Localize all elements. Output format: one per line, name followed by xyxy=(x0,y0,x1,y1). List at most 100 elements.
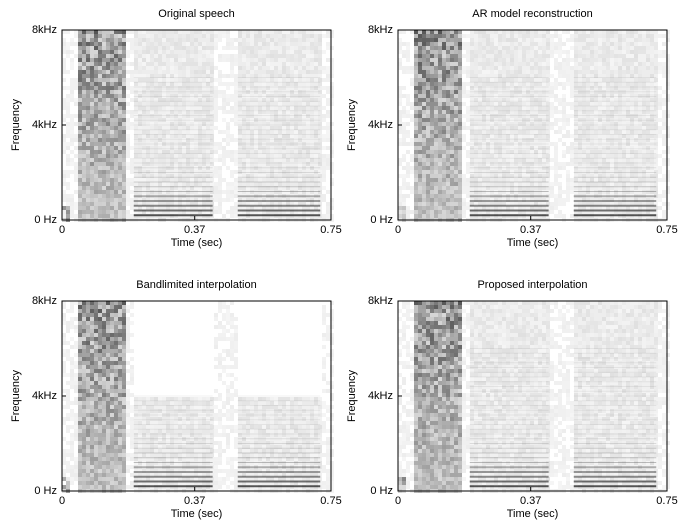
texture xyxy=(558,190,562,194)
texture xyxy=(550,190,554,194)
texture xyxy=(454,98,458,102)
texture xyxy=(510,146,514,150)
texture xyxy=(270,130,274,134)
texture xyxy=(418,214,422,218)
texture xyxy=(446,118,450,122)
texture xyxy=(274,78,278,82)
texture xyxy=(86,54,90,58)
texture xyxy=(506,42,510,46)
texture xyxy=(66,50,70,54)
texture xyxy=(486,66,490,70)
texture xyxy=(126,190,130,194)
texture xyxy=(270,66,274,70)
texture xyxy=(518,178,522,182)
texture xyxy=(442,166,446,170)
texture xyxy=(446,94,450,98)
texture xyxy=(230,158,234,162)
texture xyxy=(486,50,490,54)
texture xyxy=(458,190,462,194)
texture xyxy=(498,54,502,58)
texture xyxy=(102,162,106,166)
texture xyxy=(150,50,154,54)
texture xyxy=(106,70,110,74)
texture xyxy=(406,46,410,50)
texture xyxy=(286,102,290,106)
texture xyxy=(194,54,198,58)
texture xyxy=(426,150,430,154)
texture xyxy=(106,58,110,62)
texture xyxy=(534,50,538,54)
texture xyxy=(314,178,318,182)
texture xyxy=(102,170,106,174)
texture xyxy=(266,154,270,158)
texture xyxy=(90,134,94,138)
texture xyxy=(514,54,518,58)
texture xyxy=(422,114,426,118)
texture xyxy=(482,106,486,110)
texture xyxy=(322,94,326,98)
texture xyxy=(446,86,450,90)
texture xyxy=(94,174,98,178)
texture xyxy=(146,54,150,58)
texture xyxy=(138,46,142,50)
texture xyxy=(446,134,450,138)
texture xyxy=(414,174,418,178)
texture xyxy=(450,170,454,174)
texture xyxy=(122,102,126,106)
x-tick-label: 0.37 xyxy=(184,224,205,236)
texture xyxy=(122,154,126,158)
texture xyxy=(266,34,270,38)
texture xyxy=(446,110,450,114)
texture xyxy=(106,158,110,162)
texture xyxy=(170,66,174,70)
texture xyxy=(430,214,434,218)
texture xyxy=(570,38,574,42)
texture xyxy=(434,110,438,114)
texture xyxy=(434,30,438,34)
texture xyxy=(430,186,434,190)
texture xyxy=(98,70,102,74)
texture xyxy=(514,154,518,158)
texture xyxy=(118,214,122,218)
texture xyxy=(446,130,450,134)
texture xyxy=(62,38,66,42)
texture xyxy=(182,146,186,150)
texture xyxy=(490,58,494,62)
texture xyxy=(554,30,558,34)
texture xyxy=(494,138,498,142)
texture xyxy=(90,170,94,174)
texture xyxy=(98,146,102,150)
texture xyxy=(434,86,438,90)
texture xyxy=(522,34,526,38)
texture xyxy=(206,30,210,34)
texture xyxy=(298,138,302,142)
texture xyxy=(558,46,562,50)
texture xyxy=(454,198,458,202)
texture xyxy=(194,34,198,38)
texture xyxy=(190,62,194,66)
texture xyxy=(242,70,246,74)
texture xyxy=(458,210,462,214)
texture xyxy=(322,178,326,182)
texture xyxy=(318,62,322,66)
texture xyxy=(230,206,234,210)
texture xyxy=(570,154,574,158)
texture xyxy=(186,54,190,58)
texture xyxy=(554,142,558,146)
texture xyxy=(566,182,570,186)
texture xyxy=(570,70,574,74)
texture xyxy=(438,54,442,58)
texture xyxy=(82,38,86,42)
texture xyxy=(494,130,498,134)
texture xyxy=(574,46,578,50)
texture xyxy=(106,94,110,98)
texture xyxy=(426,74,430,78)
texture xyxy=(70,42,74,46)
texture xyxy=(438,110,442,114)
texture xyxy=(114,54,118,58)
texture xyxy=(498,182,502,186)
texture xyxy=(454,50,458,54)
texture xyxy=(122,186,126,190)
texture xyxy=(270,54,274,58)
texture xyxy=(446,58,450,62)
